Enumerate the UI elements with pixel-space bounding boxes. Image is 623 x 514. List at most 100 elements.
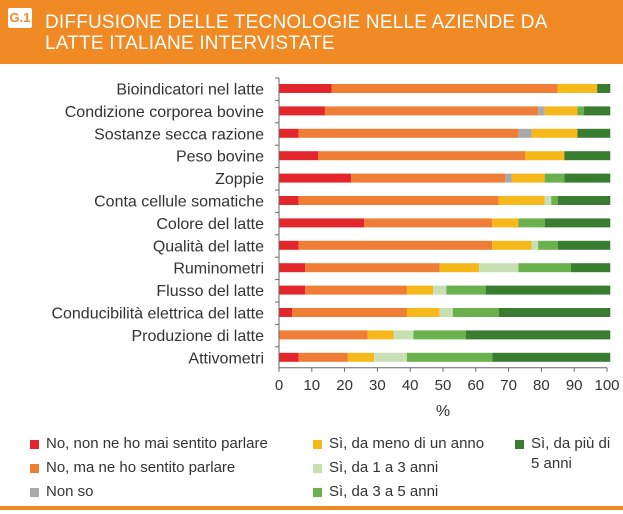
- category-label-produzione-di-latte: Produzione di latte: [131, 328, 264, 345]
- bar-attivometri-no-ma-ne-ho-sentito-parlare: [298, 352, 348, 362]
- bar-flusso-del-latte-si-da-meno-di-un-anno: [406, 285, 434, 295]
- category-label-qualita-del-latte: Qualità del latte: [153, 238, 264, 255]
- bar-ruminometri-no-non-ne-ho-mai-sentito-parlare: [279, 263, 306, 273]
- bar-peso-bovine-si-da-meno-di-un-anno: [525, 151, 565, 161]
- bar-conta-cellule-somatiche-si-da-meno-di-un-anno: [498, 196, 545, 205]
- category-label-flusso-del-latte: Flusso del latte: [156, 283, 264, 300]
- legend-item-no-sentito: No, ma ne ho sentito parlare: [30, 458, 235, 478]
- bar-conta-cellule-somatiche-no-ma-ne-ho-sentito-parlare: [298, 196, 499, 205]
- x-axis: 0 10 20 30 40 50 60 70 80 90 100%: [275, 77, 620, 420]
- x-tick-label-20: 20: [336, 377, 353, 394]
- bar-sostanze-secca-razione-no-non-ne-ho-mai-sentito-parlare: [279, 128, 299, 138]
- bar-sostanze-secca-razione-si-da-piu-di-5-anni: [577, 128, 611, 138]
- bar-condizione-corporea-bovine-no-non-ne-ho-mai-sentito-parlare: [279, 106, 325, 116]
- bar-colore-del-latte-si-da-3-a-5-anni: [518, 218, 545, 228]
- category-label-condizione-corporea-bovine: Condizione corporea bovine: [65, 104, 264, 121]
- x-tick-label-70: 70: [500, 377, 517, 394]
- bar-attivometri-si-da-meno-di-un-anno: [347, 352, 375, 362]
- legend-item-no-mai: No, non ne ho mai sentito parlare: [30, 434, 268, 454]
- bar-produzione-di-latte-si-da-1-a-3-anni: [393, 330, 414, 340]
- x-tick-label-40: 40: [402, 377, 419, 394]
- legend-item-piu-5-anni: Sì, da più di 5 anni: [515, 434, 617, 474]
- bar-qualita-del-latte-si-da-meno-di-un-anno: [492, 240, 532, 250]
- bar-conta-cellule-somatiche-no-non-ne-ho-mai-sentito-parlare: [279, 196, 299, 205]
- bar-bioindicatori-nel-latte-si-da-piu-di-5-anni: [597, 84, 611, 93]
- stacked-bar-chart: Bioindicatori nel latte Condizione corpor…: [51, 77, 620, 420]
- category-label-zoppie: Zoppie: [215, 171, 264, 188]
- bar-qualita-del-latte-si-da-1-a-3-anni: [531, 240, 539, 250]
- bar-conducibilita-elettrica-del-latte-no-ma-ne-ho-sentito-parlare: [292, 308, 407, 317]
- category-label-colore-del-latte: Colore del latte: [156, 216, 264, 233]
- bar-ruminometri-si-da-meno-di-un-anno: [439, 263, 480, 273]
- bar-bioindicatori-nel-latte-no-ma-ne-ho-sentito-parlare: [331, 84, 558, 93]
- bar-ruminometri-si-da-1-a-3-anni: [479, 263, 519, 273]
- bar-condizione-corporea-bovine-si-da-meno-di-un-anno: [544, 106, 578, 116]
- x-tick-label-90: 90: [566, 377, 583, 394]
- bar-attivometri-si-da-3-a-5-anni: [406, 352, 493, 362]
- legend-swatch: [30, 488, 39, 497]
- bar-qualita-del-latte-si-da-3-a-5-anni: [538, 240, 558, 250]
- x-tick-label-30: 30: [369, 377, 386, 394]
- bar-conta-cellule-somatiche-si-da-3-a-5-anni: [551, 196, 558, 205]
- bar-sostanze-secca-razione-non-so: [518, 128, 532, 138]
- bar-conducibilita-elettrica-del-latte-si-da-1-a-3-anni: [439, 308, 453, 317]
- bar-produzione-di-latte-si-da-piu-di-5-anni: [465, 330, 611, 340]
- chart-title: DIFFUSIONE DELLE TECNOLOGIE NELLE AZIEND…: [45, 12, 547, 54]
- bar-flusso-del-latte-si-da-3-a-5-anni: [446, 285, 486, 295]
- bar-conta-cellule-somatiche-si-da-piu-di-5-anni: [557, 196, 611, 205]
- bar-produzione-di-latte-si-da-3-a-5-anni: [413, 330, 466, 340]
- bar-zoppie-no-non-ne-ho-mai-sentito-parlare: [279, 173, 352, 183]
- bar-conducibilita-elettrica-del-latte-si-da-3-a-5-anni: [452, 308, 499, 317]
- legend-label: No, ma ne ho sentito parlare: [46, 459, 236, 476]
- bar-colore-del-latte-no-ma-ne-ho-sentito-parlare: [364, 218, 493, 228]
- legend-label: Sì, da 1 a 3 anni: [329, 459, 439, 476]
- x-tick-label-80: 80: [533, 377, 550, 394]
- bar-peso-bovine-si-da-piu-di-5-anni: [564, 151, 611, 161]
- bar-flusso-del-latte-si-da-1-a-3-anni: [433, 285, 447, 295]
- bar-sostanze-secca-razione-no-ma-ne-ho-sentito-parlare: [298, 128, 519, 138]
- bar-qualita-del-latte-no-non-ne-ho-mai-sentito-parlare: [279, 240, 299, 250]
- legend-item-1-3-anni: Sì, da 1 a 3 anni: [313, 458, 438, 478]
- legend-label: No, non ne ho mai sentito parlare: [46, 435, 268, 452]
- bar-ruminometri-si-da-3-a-5-anni: [518, 263, 571, 273]
- legend-swatch: [30, 464, 39, 473]
- category-label-conducibilita-elettrica-del-latte: Conducibilità elettrica del latte: [51, 306, 264, 323]
- legend-swatch: [313, 488, 322, 497]
- legend: No, non ne ho mai sentito parlare No, ma…: [0, 432, 623, 502]
- x-tick-label-10: 10: [303, 377, 320, 394]
- bar-zoppie-si-da-3-a-5-anni: [544, 173, 565, 183]
- bar-sostanze-secca-razione-si-da-meno-di-un-anno: [531, 128, 578, 138]
- bar-flusso-del-latte-no-non-ne-ho-mai-sentito-parlare: [279, 285, 306, 295]
- bar-qualita-del-latte-si-da-piu-di-5-anni: [557, 240, 611, 250]
- bar-colore-del-latte-si-da-piu-di-5-anni: [544, 218, 611, 228]
- bar-flusso-del-latte-si-da-piu-di-5-anni: [485, 285, 611, 295]
- legend-swatch: [30, 440, 39, 449]
- category-labels: Bioindicatori nel latte Condizione corpor…: [51, 82, 264, 368]
- x-tick-label-60: 60: [467, 377, 484, 394]
- legend-label: Sì, da 3 a 5 anni: [329, 483, 439, 500]
- legend-swatch: [313, 464, 322, 473]
- bar-zoppie-non-so: [505, 173, 512, 183]
- legend-swatch: [313, 440, 322, 449]
- x-axis-label: %: [436, 403, 450, 420]
- category-label-ruminometri: Ruminometri: [173, 261, 264, 278]
- figure-label-badge: G.1: [8, 8, 32, 28]
- legend-swatch: [515, 440, 524, 449]
- x-tick-label-50: 50: [435, 377, 452, 394]
- bar-conta-cellule-somatiche-si-da-1-a-3-anni: [544, 196, 552, 205]
- bar-zoppie-si-da-meno-di-un-anno: [511, 173, 545, 183]
- bar-condizione-corporea-bovine-si-da-piu-di-5-anni: [584, 106, 611, 116]
- bar-segments: [279, 84, 611, 362]
- category-label-attivometri: Attivometri: [188, 350, 264, 367]
- bar-conducibilita-elettrica-del-latte-si-da-meno-di-un-anno: [406, 308, 440, 317]
- bar-colore-del-latte-si-da-meno-di-un-anno: [492, 218, 519, 228]
- bar-condizione-corporea-bovine-si-da-3-a-5-anni: [577, 106, 585, 116]
- bar-attivometri-si-da-piu-di-5-anni: [492, 352, 611, 362]
- category-label-sostanze-secca-razione: Sostanze secca razione: [94, 126, 264, 143]
- x-tick-label-100: 100: [594, 377, 619, 394]
- bar-bioindicatori-nel-latte-no-non-ne-ho-mai-sentito-parlare: [279, 84, 332, 93]
- bar-ruminometri-si-da-piu-di-5-anni: [570, 263, 611, 273]
- legend-label: Sì, da più di 5 anni: [531, 435, 611, 472]
- legend-label: Sì, da meno di un anno: [329, 435, 485, 452]
- bar-condizione-corporea-bovine-no-ma-ne-ho-sentito-parlare: [324, 106, 539, 116]
